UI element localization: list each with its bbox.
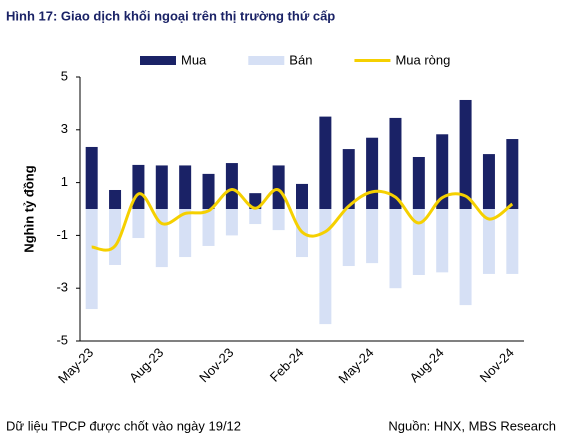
- note: Nguồn: HNX, MBS Research: [388, 418, 556, 433]
- bar: [366, 209, 379, 264]
- bar: [272, 165, 285, 209]
- x-tick-label: Feb-24: [267, 345, 307, 385]
- bar: [482, 209, 495, 274]
- bar: [179, 209, 192, 258]
- bar: [249, 193, 262, 209]
- bar: [179, 165, 192, 209]
- x-tick-label: Nov-23: [196, 345, 236, 385]
- x-tick-label: Nov-24: [477, 345, 517, 385]
- bar: [482, 154, 495, 209]
- bar: [249, 209, 262, 225]
- bar: [506, 209, 519, 274]
- legend-label: Mua ròng: [395, 52, 450, 67]
- bar: [506, 139, 519, 209]
- bar: [412, 156, 425, 209]
- x-tick-label: May-24: [335, 345, 376, 386]
- bar: [202, 173, 215, 209]
- chart-title: Hình 17: Giao dịch khối ngoại trên thị t…: [6, 8, 335, 23]
- y-tick-label: -3: [56, 280, 68, 295]
- bar: [109, 209, 122, 265]
- note: Dữ liệu TPCP được chốt vào ngày 19/12: [6, 418, 241, 433]
- x-tick-label: Aug-23: [126, 345, 166, 385]
- bar: [225, 209, 238, 236]
- y-tick-label: 1: [61, 174, 68, 189]
- bar: [202, 209, 215, 246]
- bar: [109, 189, 122, 209]
- bar: [319, 116, 332, 209]
- bar: [366, 137, 379, 209]
- x-tick-label: Aug-24: [407, 345, 447, 385]
- bar: [132, 209, 145, 239]
- bar: [412, 209, 425, 275]
- legend-swatch: [140, 56, 176, 65]
- bar: [342, 149, 355, 209]
- bar: [272, 209, 285, 231]
- bar: [296, 183, 308, 209]
- line: [91, 187, 514, 252]
- y-tick-label: -1: [56, 227, 68, 242]
- bar: [389, 117, 402, 209]
- y-axis-label: Nghìn tỷ đồng: [21, 165, 36, 252]
- legend-swatch: [248, 56, 285, 65]
- y-tick-label: -5: [56, 332, 68, 347]
- bar: [436, 134, 449, 209]
- legend-label: Bán: [289, 52, 312, 67]
- y-tick-label: 3: [61, 121, 68, 136]
- bar: [436, 209, 449, 273]
- bar: [85, 146, 98, 209]
- x-tick-label: May-23: [55, 345, 96, 386]
- bar: [342, 209, 355, 267]
- bar: [155, 165, 168, 209]
- bar: [319, 209, 332, 325]
- bar: [459, 209, 472, 306]
- legend-label: Mua: [181, 52, 207, 67]
- bar: [85, 209, 98, 310]
- bar: [459, 99, 472, 209]
- bar: [389, 209, 402, 289]
- y-tick-label: 5: [61, 68, 68, 83]
- bar: [225, 163, 238, 209]
